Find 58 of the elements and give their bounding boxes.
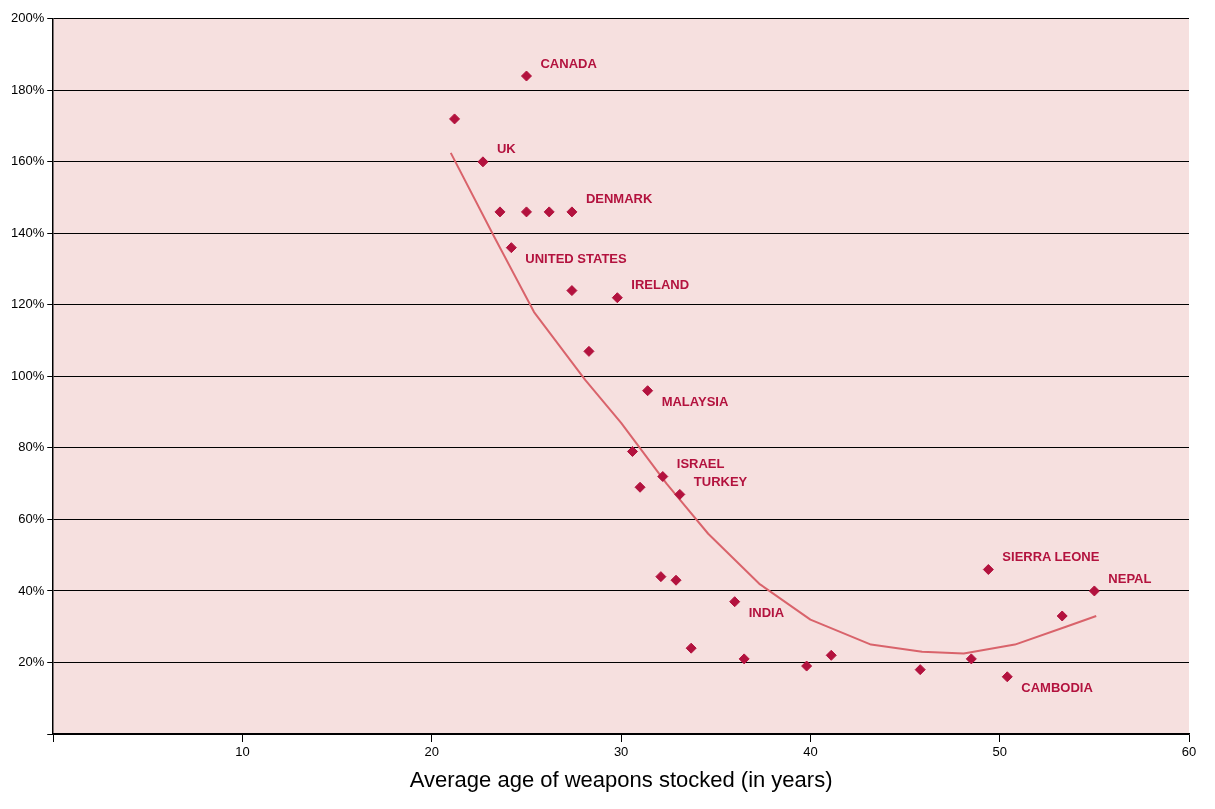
x-tick-label: 20 <box>424 744 440 760</box>
annotation: TURKEY <box>693 473 748 489</box>
y-tick-label: 20% <box>18 654 45 670</box>
point <box>738 653 750 665</box>
point <box>543 206 555 218</box>
x-tick-label: 10 <box>235 744 250 760</box>
y-tick-label: 100% <box>11 367 45 383</box>
y-tick-label: 40% <box>18 582 45 598</box>
y-tick-label: 180% <box>11 81 45 97</box>
point <box>520 70 532 82</box>
point <box>642 385 654 397</box>
point <box>566 285 578 297</box>
point <box>965 653 977 665</box>
x-tick-label: 50 <box>992 744 1007 760</box>
point <box>914 664 926 676</box>
point <box>655 571 667 583</box>
y-tick-label: 160% <box>11 153 45 169</box>
point <box>674 488 686 500</box>
point <box>505 242 517 254</box>
annotation: CANADA <box>540 55 598 71</box>
point <box>670 574 682 586</box>
y-tick-label: 140% <box>11 224 45 240</box>
point <box>626 446 638 457</box>
annotation: UK <box>496 141 517 157</box>
annotation: CAMBODIA <box>1021 680 1094 696</box>
x-tick-label: 60 <box>1181 744 1197 760</box>
point <box>982 564 994 575</box>
point <box>1056 610 1068 622</box>
point <box>583 345 595 357</box>
point <box>801 660 813 672</box>
annotation: SIERRA LEONE <box>1002 549 1100 565</box>
annotation: NEPAL <box>1108 570 1152 586</box>
point <box>657 471 669 483</box>
point <box>494 206 506 218</box>
y-tick-label: 120% <box>11 296 45 312</box>
point <box>566 206 578 218</box>
point <box>1001 671 1013 683</box>
point <box>634 481 646 493</box>
annotation: ISRAEL <box>676 456 725 472</box>
point <box>729 596 741 608</box>
point <box>520 206 532 218</box>
x-tick-label: 40 <box>803 744 818 760</box>
point <box>449 113 461 125</box>
annotation: INDIA <box>748 605 785 621</box>
x-tick-label: 30 <box>613 744 629 760</box>
point <box>825 649 837 661</box>
y-tick-label: 80% <box>18 439 45 455</box>
point <box>611 292 623 304</box>
annotation: IRELAND <box>631 277 690 293</box>
x-axis-title: Average age of weapons stocked (in years) <box>409 766 833 792</box>
y-tick-label: 200% <box>11 10 45 26</box>
point <box>685 642 697 654</box>
annotation: MALAYSIA <box>661 394 729 410</box>
point <box>1088 585 1100 597</box>
point <box>477 156 489 168</box>
annotation: UNITED STATES <box>525 251 628 267</box>
annotation: DENMARK <box>585 191 653 207</box>
y-tick-label: 60% <box>18 511 45 527</box>
